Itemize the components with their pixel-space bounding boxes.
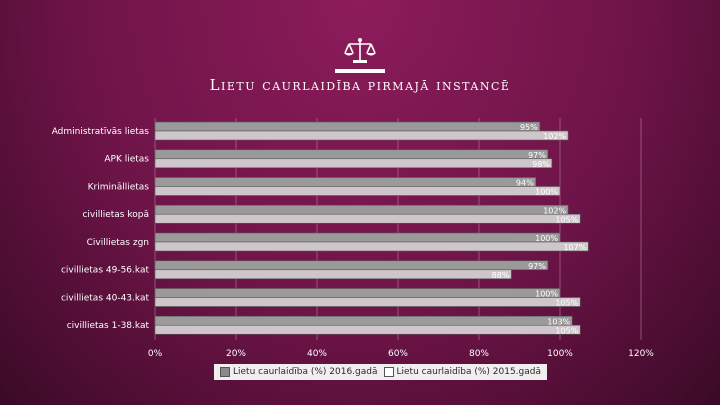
category-label: civillietas 49-56.kat xyxy=(61,266,149,276)
data-label: 88% xyxy=(492,271,510,280)
data-label: 102% xyxy=(543,206,566,215)
data-label: 100% xyxy=(535,290,558,299)
x-tick-label: 40% xyxy=(307,349,327,359)
category-label: civillietas 40-43.kat xyxy=(61,293,149,303)
legend-swatch-2016 xyxy=(220,366,230,377)
bar-2016 xyxy=(154,121,541,132)
chart-legend: Lietu caurlaidība (%) 2016.gadā Lietu ca… xyxy=(214,364,547,380)
category-label: Civillietas zgn xyxy=(87,238,149,248)
scales-of-justice-icon xyxy=(344,38,376,63)
x-tick-label: 60% xyxy=(388,349,408,359)
category-label: Administratīvās lietas xyxy=(52,127,150,137)
data-label: 97% xyxy=(528,151,546,160)
category-label: civillietas 1-38.kat xyxy=(67,321,150,331)
slide-title: Lietu caurlaidība pirmajā instancē xyxy=(209,76,511,94)
bar-2015 xyxy=(154,130,569,141)
bar-2015 xyxy=(154,158,553,169)
data-label: 94% xyxy=(516,179,534,188)
x-tick-label: 80% xyxy=(469,349,489,359)
bar-2016 xyxy=(154,204,569,215)
category-label: civillietas kopā xyxy=(82,210,149,220)
x-tick-label: 0% xyxy=(148,349,163,359)
bar-2015 xyxy=(154,269,512,280)
data-label: 105% xyxy=(555,215,578,224)
x-tick-label: 120% xyxy=(628,349,654,359)
x-tick-label: 100% xyxy=(547,349,573,359)
bar-2015 xyxy=(154,297,581,307)
legend-swatch-2015 xyxy=(383,366,394,377)
legend-item-2016: Lietu caurlaidība (%) 2016.gadā xyxy=(220,364,378,380)
bar-2016 xyxy=(154,232,561,243)
category-label: Krimināllietas xyxy=(88,182,150,192)
data-label: 105% xyxy=(555,299,578,308)
legend-label-2016: Lietu caurlaidība (%) 2016.gadā xyxy=(233,367,378,377)
data-label: 95% xyxy=(520,123,538,132)
data-label: 100% xyxy=(535,188,558,197)
data-label: 98% xyxy=(532,160,550,169)
data-label: 102% xyxy=(543,132,566,141)
x-tick-label: 20% xyxy=(226,349,246,359)
bar-2015 xyxy=(154,213,581,224)
bar-2015 xyxy=(154,241,589,252)
bar-2015 xyxy=(154,324,581,335)
data-label: 100% xyxy=(535,234,558,243)
bar-2016 xyxy=(154,288,561,298)
data-label: 107% xyxy=(563,243,586,252)
legend-label-2015: Lietu caurlaidība (%) 2015.gadā xyxy=(396,367,542,377)
title-underline xyxy=(335,69,385,73)
bar-2016 xyxy=(154,315,573,326)
bar-2016 xyxy=(154,149,549,160)
bar-2016 xyxy=(154,177,537,187)
category-label: APK lietas xyxy=(104,155,149,165)
bar-2015 xyxy=(154,186,561,196)
legend-item-2015: Lietu caurlaidība (%) 2015.gadā xyxy=(383,364,542,380)
bar-2016 xyxy=(154,260,549,271)
data-label: 97% xyxy=(528,262,546,271)
data-label: 105% xyxy=(555,326,578,335)
data-label: 103% xyxy=(547,317,570,326)
